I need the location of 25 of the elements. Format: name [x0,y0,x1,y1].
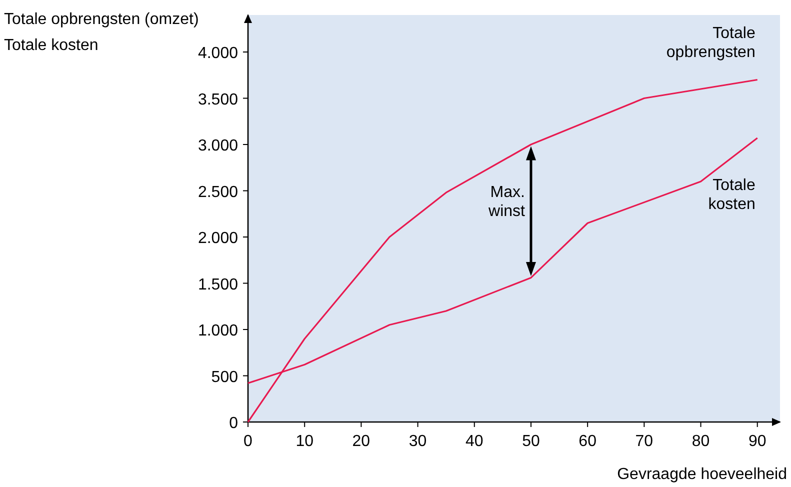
y-tick-label: 1.000 [198,322,238,340]
x-tick-label: 10 [296,433,314,450]
y-axis-title: Totale opbrengsten (omzet) Totale kosten [4,11,199,54]
x-tick-label: 40 [465,433,484,450]
x-tick-label: 20 [352,433,370,450]
y-tick-label: 0 [229,415,238,432]
y-tick-label: 2.500 [198,184,238,201]
x-tick-label: 70 [635,433,654,450]
x-tick-label: 0 [244,433,253,450]
x-axis-title: Gevraagde hoeveelheid [617,466,787,483]
y-tick-label: 3.000 [198,138,238,154]
x-tick-label: 50 [522,433,540,450]
line-series [247,78,758,423]
annotation: Max. winst [488,184,526,220]
y-tick-label: 500 [211,368,238,386]
y-tick-label: 2.000 [198,230,238,247]
x-tick-label: 90 [748,433,766,450]
y-tick-label: 4.000 [198,45,238,62]
x-tick-label: 80 [692,433,710,450]
x-tick-label: 30 [408,433,427,450]
x-tick-label: 60 [578,433,597,450]
y-tick-label: 3.500 [198,91,238,108]
series-label: Totale opbrengsten [666,24,756,61]
series-label: Totale kosten [708,177,756,214]
y-tick-label: 1.500 [198,276,238,294]
